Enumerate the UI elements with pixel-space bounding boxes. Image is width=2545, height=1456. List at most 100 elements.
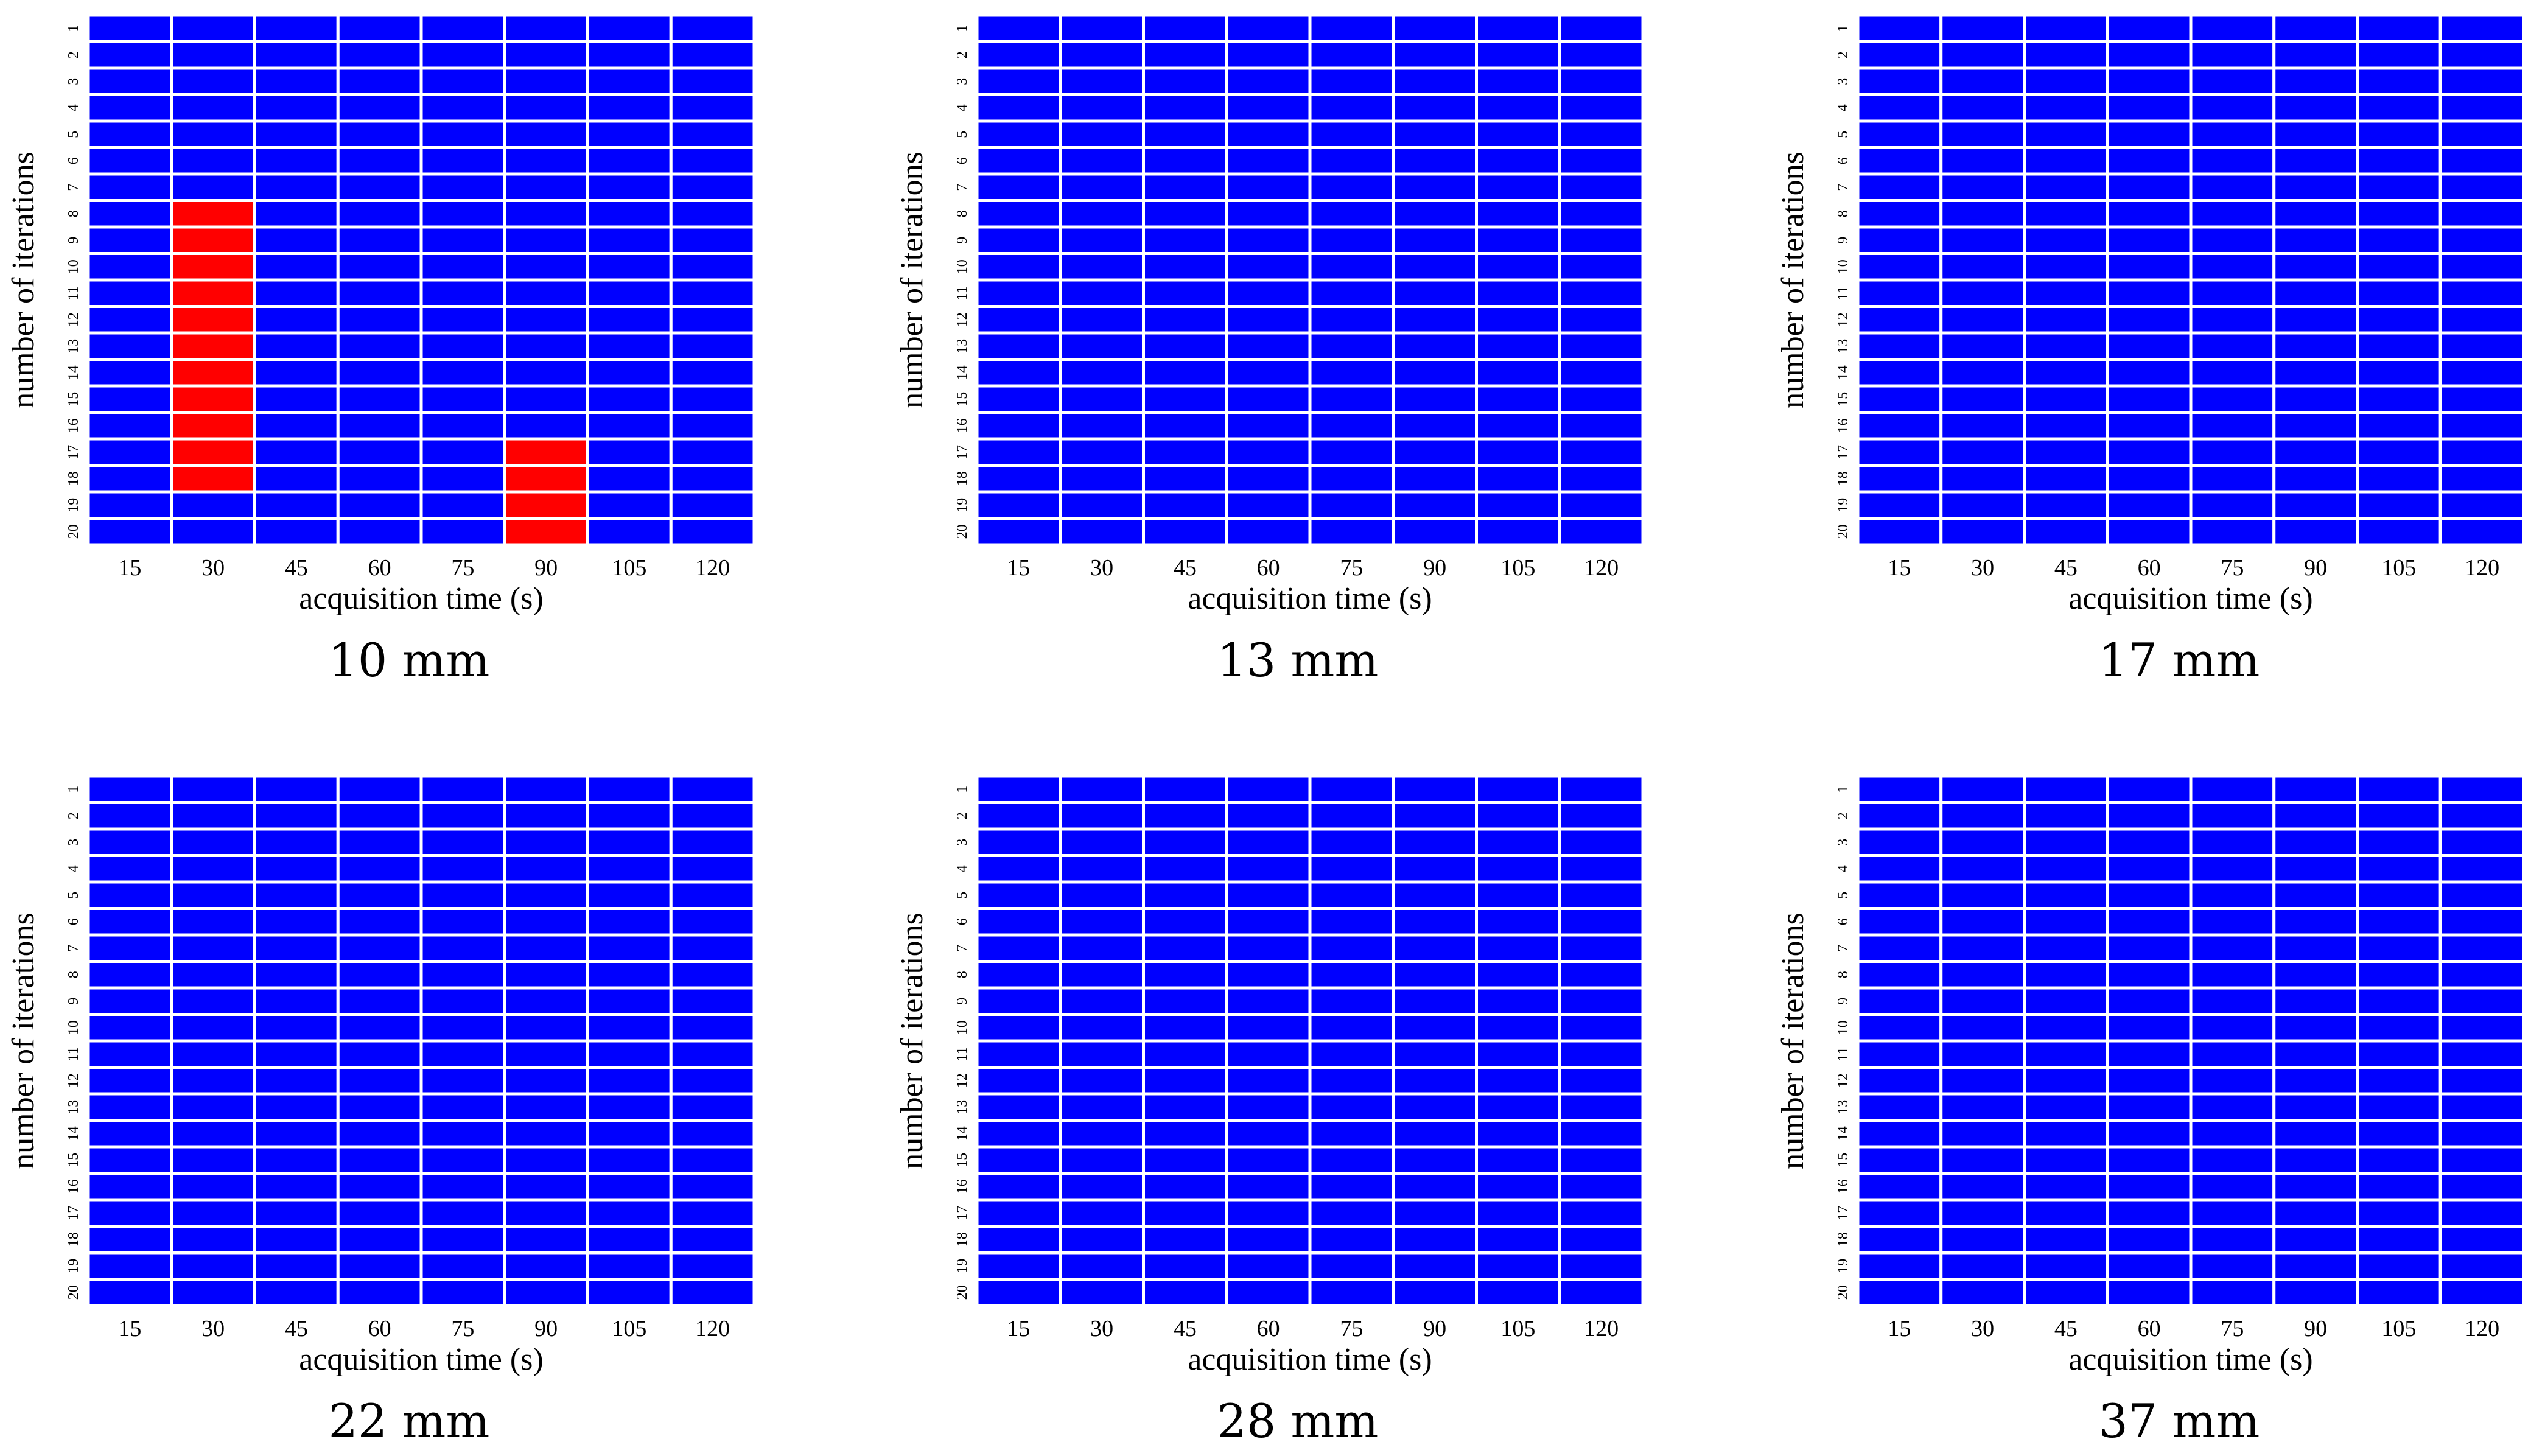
y-tick-label: 17 [1835, 1206, 1851, 1220]
x-axis-title: acquisition time (s) [1188, 581, 1432, 616]
heatmap-cell [2356, 1119, 2442, 1149]
heatmap-cell [2106, 13, 2193, 43]
heatmap-cell [2272, 827, 2359, 857]
heatmap-cell [1856, 13, 1943, 43]
heatmap-cell [2023, 1066, 2109, 1096]
heatmap-cell [1475, 1251, 1561, 1281]
heatmap-cell [2189, 331, 2276, 361]
heatmap-cell [1392, 880, 1478, 910]
heatmap-cell [975, 146, 1062, 176]
panel-caption-10mm: 10 mm [328, 633, 490, 687]
x-tick-label: 30 [1971, 1316, 1994, 1342]
heatmap-cell [1308, 1119, 1395, 1149]
x-tick-label: 15 [118, 555, 141, 581]
heatmap-cell [1558, 437, 1645, 467]
heatmap-cell [586, 358, 673, 388]
y-tick-label: 11 [66, 1047, 82, 1061]
heatmap-cell [1059, 13, 1145, 43]
heatmap-cell [86, 13, 173, 43]
heatmap-cell [975, 1013, 1062, 1043]
heatmap-cell [2356, 854, 2442, 884]
heatmap-cell [1225, 1119, 1312, 1149]
heatmap-cell [669, 358, 756, 388]
heatmap-cell [503, 305, 589, 335]
heatmap-cell [1225, 305, 1312, 335]
heatmap-cell [1392, 437, 1478, 467]
heatmap-cell [1225, 252, 1312, 282]
y-tick-label: 8 [954, 210, 970, 217]
heatmap-cell [1939, 490, 2026, 520]
heatmap-cell [2189, 907, 2276, 937]
heatmap-cell [86, 331, 173, 361]
heatmap-cell [1856, 986, 1943, 1016]
y-tick-label: 19 [954, 1259, 970, 1273]
heatmap-cell [253, 1119, 340, 1149]
y-tick-label: 20 [1835, 524, 1851, 539]
heatmap-cell [1225, 960, 1312, 990]
heatmap-cell [1939, 1013, 2026, 1043]
heatmap-cell [1392, 490, 1478, 520]
heatmap-cell [1059, 960, 1145, 990]
heatmap-cell [2106, 146, 2193, 176]
heatmap-cell [1225, 827, 1312, 857]
heatmap-cell [1475, 93, 1561, 123]
heatmap-cell [1475, 437, 1561, 467]
heatmap-cell [1308, 411, 1395, 441]
heatmap-cell [1856, 1225, 1943, 1255]
heatmap-cell [1856, 933, 1943, 963]
heatmap-panel: 15 30 45 60 75 90 105 1201234567891011121314151… [6, 13, 756, 616]
heatmap-cell [1225, 1225, 1312, 1255]
heatmap-cell [2023, 801, 2109, 831]
heatmap-cell [2023, 384, 2109, 414]
heatmap-cell [2356, 13, 2442, 43]
heatmap-cell [2189, 13, 2276, 43]
heatmap-panel: 15 30 45 60 75 90 105 1201234567891011121314151… [895, 13, 1645, 616]
heatmap-cell [1856, 490, 1943, 520]
heatmap-cell [2438, 225, 2526, 255]
heatmap-cell [669, 933, 756, 963]
heatmap-cell [170, 40, 256, 70]
heatmap-cell [1059, 146, 1145, 176]
heatmap-cell [2356, 907, 2442, 937]
heatmap-cell [1142, 490, 1228, 520]
heatmap-cell [1225, 986, 1312, 1016]
heatmap-cell [1059, 1278, 1145, 1307]
heatmap-cell [1142, 1278, 1228, 1307]
heatmap-cell [86, 305, 173, 335]
x-tick-label: 75 [1340, 1316, 1363, 1342]
heatmap-cell [1308, 278, 1395, 308]
heatmap-cell [2106, 854, 2193, 884]
heatmap-cell [1939, 774, 2026, 804]
heatmap-cell [1558, 384, 1645, 414]
heatmap-cell [1142, 225, 1228, 255]
x-tick-label: 90 [534, 1316, 558, 1342]
y-tick-label: 8 [66, 210, 82, 217]
y-tick-label: 11 [1835, 286, 1851, 300]
y-tick-label: 19 [1835, 498, 1851, 513]
heatmap-cell [2023, 854, 2109, 884]
heatmap-cell [2438, 1251, 2526, 1281]
heatmap-cell [253, 960, 340, 990]
y-axis-title: number of iterations [1776, 152, 1810, 408]
heatmap-cell [1475, 1119, 1561, 1149]
y-tick-label: 10 [954, 1020, 970, 1035]
y-tick-label: 7 [1835, 945, 1851, 952]
heatmap-cell [2189, 801, 2276, 831]
heatmap-cell [86, 490, 173, 520]
heatmap-cell [86, 1119, 173, 1149]
y-tick-label: 17 [66, 445, 82, 460]
heatmap-cell [586, 411, 673, 441]
heatmap-cell [1225, 278, 1312, 308]
y-tick-label: 16 [66, 418, 82, 433]
heatmap-cell-highlighted [170, 199, 256, 229]
heatmap-cell [2106, 907, 2193, 937]
heatmap-cell [86, 437, 173, 467]
heatmap-cell [669, 1251, 756, 1281]
heatmap-cell [669, 411, 756, 441]
heatmap-cell [586, 305, 673, 335]
heatmap-cell [1059, 1172, 1145, 1202]
heatmap-cell [419, 517, 506, 547]
y-tick-label: 2 [66, 51, 82, 58]
heatmap-cell [975, 827, 1062, 857]
y-tick-label: 17 [954, 445, 970, 460]
